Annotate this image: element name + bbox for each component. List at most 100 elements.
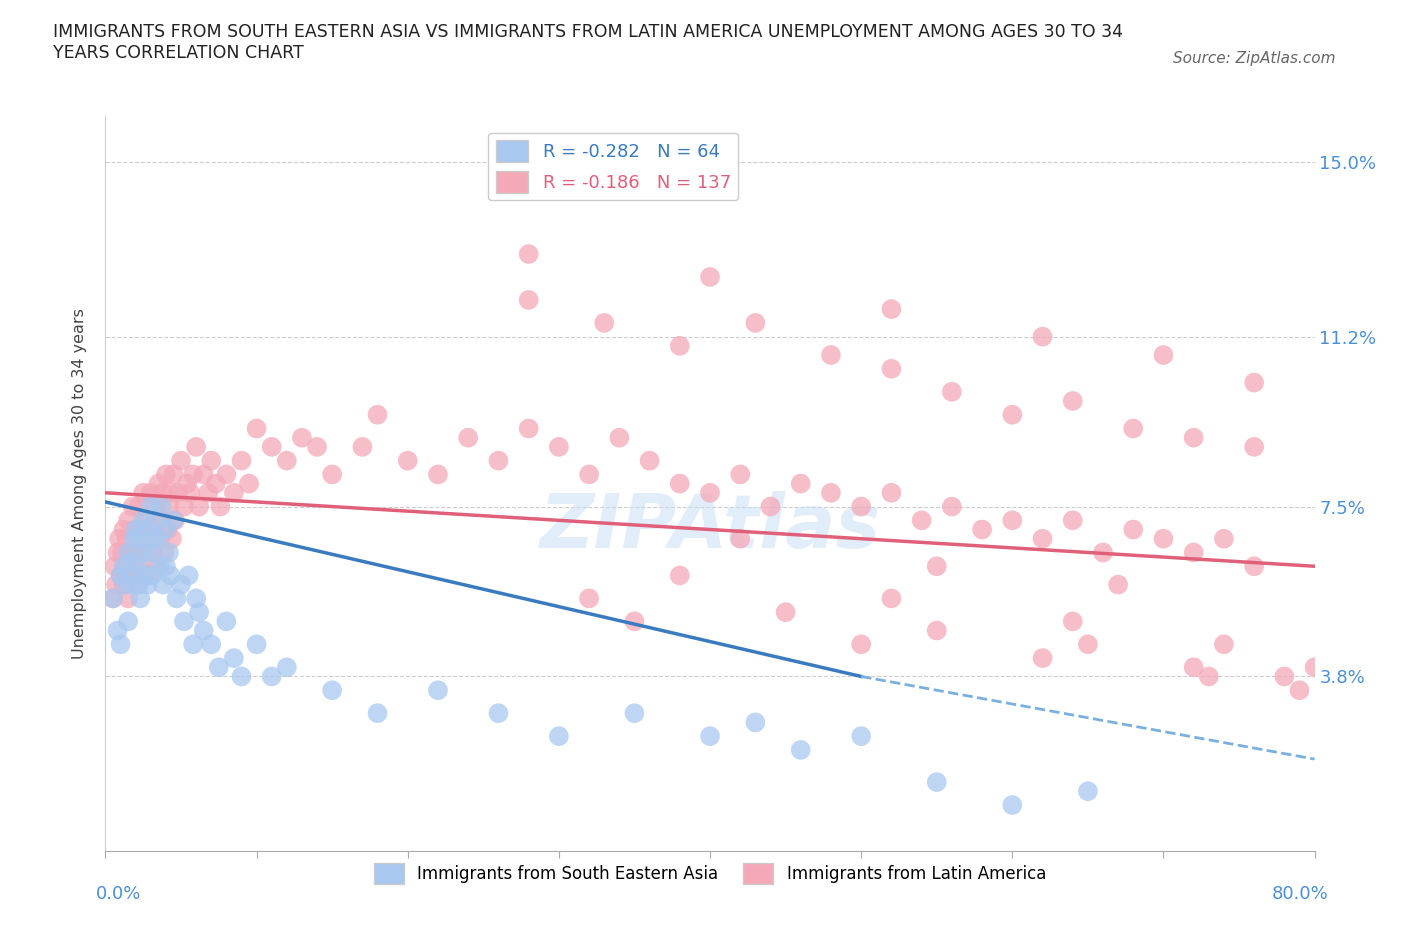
- Point: [321, 683, 343, 698]
- Point: [1274, 669, 1296, 684]
- Point: [136, 531, 159, 546]
- Point: [775, 604, 797, 619]
- Point: [744, 315, 766, 330]
- Point: [730, 531, 752, 546]
- Point: [1182, 431, 1205, 445]
- Point: [1001, 513, 1024, 528]
- Point: [193, 623, 215, 638]
- Point: [160, 531, 183, 546]
- Point: [548, 729, 571, 744]
- Point: [1092, 545, 1115, 560]
- Point: [578, 467, 600, 482]
- Point: [148, 531, 170, 546]
- Point: [1243, 559, 1265, 574]
- Point: [150, 499, 173, 514]
- Point: [173, 614, 195, 629]
- Point: [925, 775, 948, 790]
- Point: [155, 559, 177, 574]
- Point: [115, 531, 138, 546]
- Text: IMMIGRANTS FROM SOUTH EASTERN ASIA VS IMMIGRANTS FROM LATIN AMERICA UNEMPLOYMENT: IMMIGRANTS FROM SOUTH EASTERN ASIA VS IM…: [53, 23, 1123, 62]
- Point: [209, 499, 232, 514]
- Point: [1212, 637, 1236, 652]
- Point: [699, 270, 721, 285]
- Point: [1153, 348, 1175, 363]
- Point: [101, 591, 124, 605]
- Point: [150, 513, 173, 528]
- Point: [1077, 637, 1099, 652]
- Point: [108, 531, 131, 546]
- Point: [941, 499, 963, 514]
- Point: [179, 485, 201, 500]
- Point: [129, 591, 152, 605]
- Point: [820, 348, 842, 363]
- Point: [427, 683, 450, 698]
- Point: [941, 384, 963, 399]
- Point: [699, 729, 721, 744]
- Point: [669, 339, 692, 353]
- Point: [110, 568, 132, 583]
- Point: [222, 651, 245, 666]
- Point: [143, 513, 166, 528]
- Point: [101, 591, 124, 605]
- Point: [117, 591, 139, 605]
- Point: [170, 453, 193, 468]
- Point: [117, 614, 139, 629]
- Point: [1122, 421, 1144, 436]
- Point: [276, 453, 298, 468]
- Point: [141, 568, 163, 583]
- Point: [162, 467, 184, 482]
- Point: [1212, 531, 1236, 546]
- Point: [176, 476, 198, 491]
- Point: [1001, 407, 1024, 422]
- Point: [276, 660, 298, 675]
- Point: [820, 485, 842, 500]
- Point: [1032, 531, 1054, 546]
- Point: [623, 614, 645, 629]
- Point: [181, 637, 204, 652]
- Text: ZIPAtlas: ZIPAtlas: [540, 491, 880, 565]
- Point: [128, 531, 150, 546]
- Point: [880, 591, 903, 605]
- Point: [790, 742, 813, 757]
- Point: [118, 545, 141, 560]
- Y-axis label: Unemployment Among Ages 30 to 34 years: Unemployment Among Ages 30 to 34 years: [72, 308, 87, 659]
- Point: [120, 554, 142, 569]
- Point: [548, 440, 571, 455]
- Point: [1062, 614, 1084, 629]
- Point: [152, 578, 174, 592]
- Text: 0.0%: 0.0%: [96, 885, 141, 903]
- Point: [188, 604, 211, 619]
- Point: [1243, 375, 1265, 390]
- Point: [177, 568, 200, 583]
- Point: [849, 499, 872, 514]
- Point: [231, 669, 253, 684]
- Point: [352, 440, 374, 455]
- Point: [593, 315, 616, 330]
- Legend: Immigrants from South Eastern Asia, Immigrants from Latin America: Immigrants from South Eastern Asia, Immi…: [367, 857, 1053, 890]
- Point: [238, 476, 260, 491]
- Point: [128, 499, 150, 514]
- Point: [208, 660, 231, 675]
- Point: [925, 559, 948, 574]
- Point: [260, 440, 283, 455]
- Point: [121, 578, 143, 592]
- Point: [1153, 531, 1175, 546]
- Point: [129, 559, 152, 574]
- Point: [699, 485, 721, 500]
- Point: [1303, 660, 1326, 675]
- Point: [132, 485, 155, 500]
- Point: [1062, 513, 1084, 528]
- Point: [114, 578, 136, 592]
- Point: [155, 467, 177, 482]
- Point: [139, 499, 162, 514]
- Point: [181, 467, 204, 482]
- Point: [744, 715, 766, 730]
- Point: [127, 578, 149, 592]
- Point: [124, 522, 148, 537]
- Point: [159, 568, 181, 583]
- Point: [121, 499, 143, 514]
- Point: [669, 568, 692, 583]
- Point: [155, 522, 177, 537]
- Point: [1032, 329, 1054, 344]
- Point: [111, 545, 134, 560]
